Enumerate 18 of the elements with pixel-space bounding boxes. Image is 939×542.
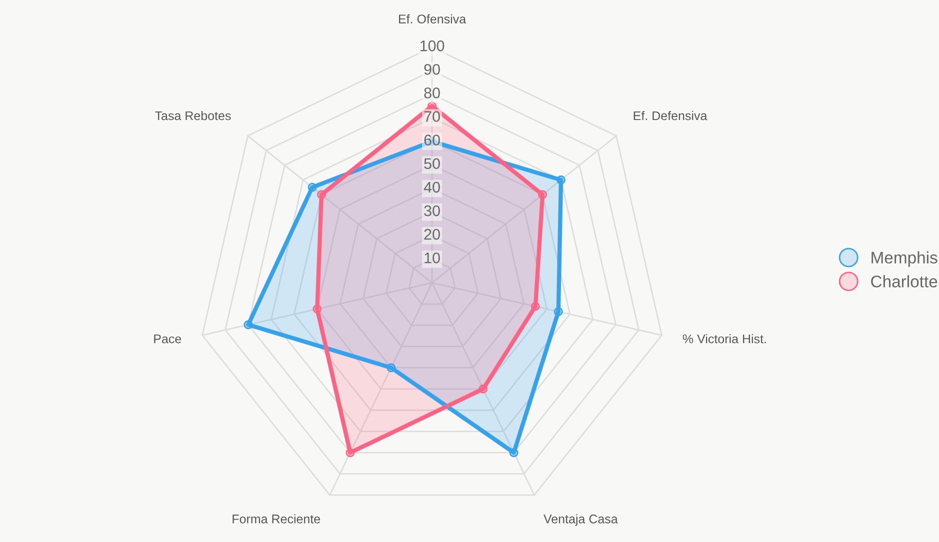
y-tick-label: 90 <box>424 64 440 75</box>
spoke-label: % Victoria Hist. <box>682 334 766 344</box>
spoke-label: Ventaja Casa <box>544 514 618 526</box>
spoke-label: Forma Reciente <box>232 514 320 524</box>
spoke-label: Tasa Rebotes <box>155 110 231 120</box>
spoke-label: Pace <box>154 334 182 344</box>
y-tick-label: 70 <box>424 111 440 122</box>
y-tick-label: 40 <box>424 182 440 193</box>
legend-label: Memphis <box>872 251 938 267</box>
y-tick-label: 10 <box>424 252 440 264</box>
y-tick-label: 30 <box>424 205 440 216</box>
legend-label: Charlotte <box>871 275 938 288</box>
spoke-label: Ef. Ofensiva <box>399 14 466 24</box>
y-tick-label: 100 <box>420 40 444 52</box>
y-tick-label: 50 <box>424 158 440 170</box>
spoke-label: Ef. Defensiva <box>634 110 708 120</box>
y-tick-label: 20 <box>424 228 440 240</box>
y-tick-label: 80 <box>424 88 440 98</box>
